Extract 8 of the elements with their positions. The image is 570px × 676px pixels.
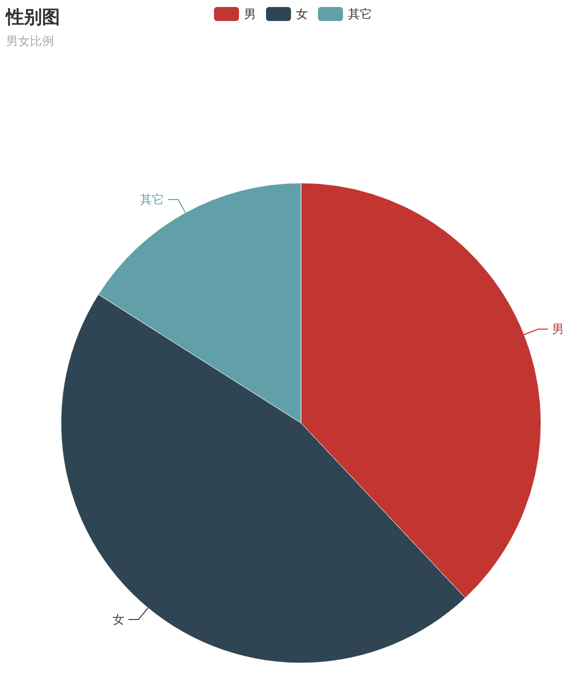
chart-title: 性别图 (5, 7, 60, 28)
legend-label: 男 (244, 7, 256, 21)
text: 男女比例 (6, 34, 54, 48)
slice-label: 女 (112, 612, 124, 626)
slice-label: 其它 (140, 192, 164, 207)
legend-label: 其它 (348, 7, 372, 21)
slice-label: 男 (552, 322, 564, 336)
legend-label: 女 (296, 7, 308, 21)
